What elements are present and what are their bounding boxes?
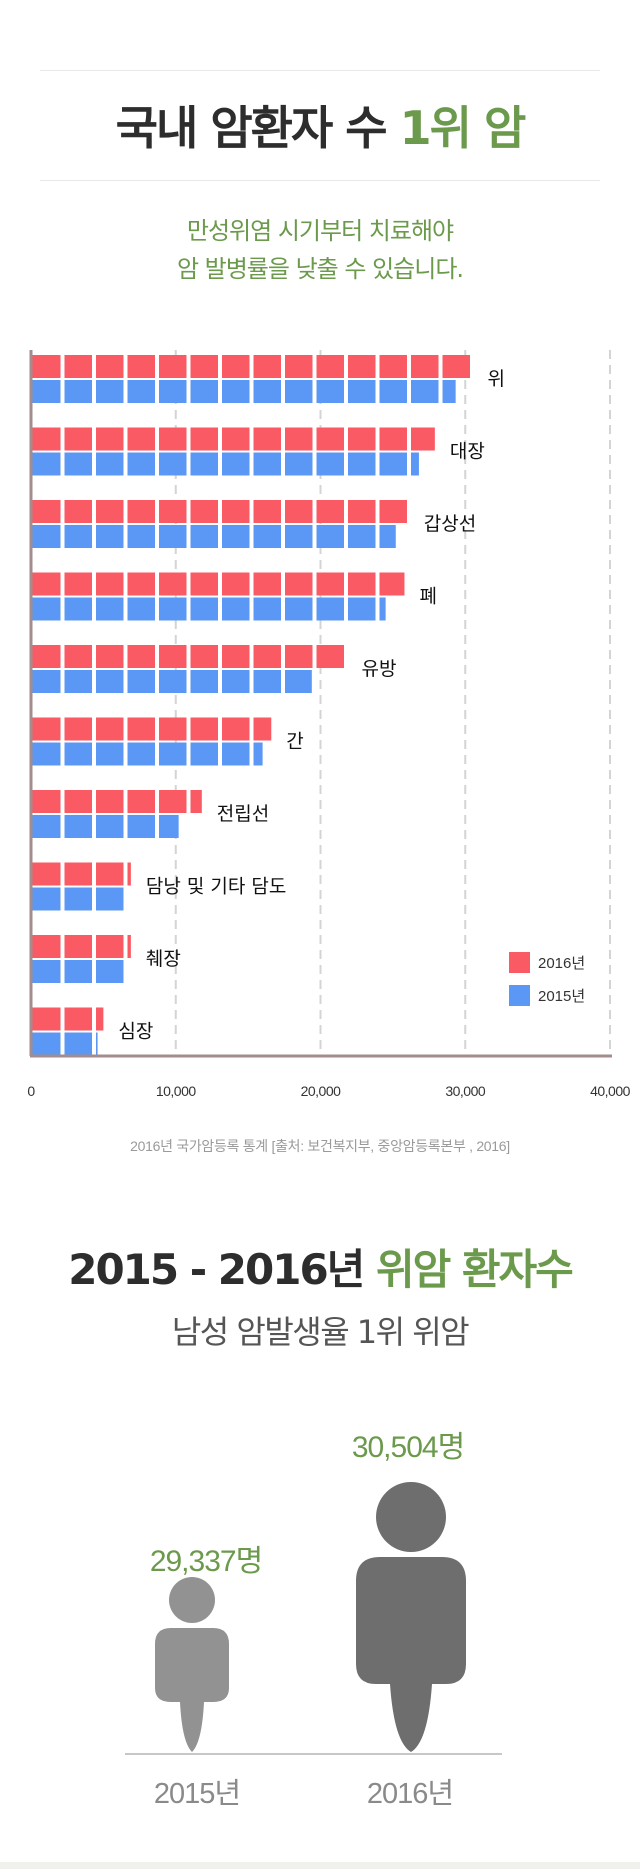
category-label-8: 췌장 [146, 948, 181, 970]
x-tick-label-1: 10,000 [156, 1083, 197, 1099]
bar-2016-5 [31, 717, 272, 741]
year-2015-label: 2015년 [153, 1778, 241, 1810]
category-label-2: 갑상선 [424, 513, 476, 535]
title-highlight: 1위 암 [399, 101, 527, 155]
person-icon-2016 [356, 1482, 466, 1752]
title-main: 국내 암환자 수 [115, 101, 388, 155]
count-2015: 29,337명 [149, 1545, 263, 1578]
bar-stripe-17 [564, 355, 569, 1056]
page-subtitle: 만성위염 시기부터 치료해야 암 발병률을 낮출 수 있습니다. [0, 212, 640, 288]
category-label-6: 전립선 [217, 803, 269, 825]
bar-stripe-14 [470, 355, 474, 1056]
bar-2015-7 [31, 887, 126, 911]
x-tick-label-3: 30,000 [445, 1083, 486, 1099]
bar-stripe-4 [155, 355, 159, 1056]
bar-stripe-10 [344, 355, 348, 1056]
subtitle-line-2: 암 발병률을 낮출 수 있습니다. [176, 255, 464, 283]
bar-stripe-18 [596, 355, 600, 1056]
category-label-3: 폐 [419, 586, 436, 608]
x-tick-label-2: 20,000 [301, 1083, 342, 1099]
bar-2015-8 [31, 960, 126, 983]
person-icon-2015 [155, 1577, 229, 1752]
section2-title-main: 2015 - 2016년 [68, 1245, 365, 1294]
bar-2015-2 [31, 525, 396, 548]
section2-title-highlight: 위암 환자수 [375, 1245, 574, 1294]
bar-stripe-6 [218, 355, 222, 1056]
bar-2016-6 [31, 790, 202, 813]
bar-stripe-2 [92, 355, 96, 1056]
x-tick-label-4: 40,000 [590, 1083, 631, 1099]
bar-stripe-13 [438, 355, 443, 1056]
bar-2015-0 [31, 380, 456, 403]
legend-swatch-2016 [509, 952, 530, 973]
subtitle-line-1: 만성위염 시기부터 치료해야 [186, 217, 454, 245]
bar-2016-1 [31, 427, 435, 451]
category-label-5: 간 [286, 731, 303, 753]
category-label-0: 위 [487, 368, 504, 390]
x-tick-label-0: 0 [27, 1083, 35, 1099]
section2-title: 2015 - 2016년 위암 환자수 [0, 1236, 640, 1297]
bar-stripe-15 [501, 355, 506, 1056]
patient-figures [125, 1482, 502, 1755]
bar-stripe-5 [186, 355, 191, 1056]
bar-2015-1 [31, 452, 419, 476]
bar-2016-3 [31, 572, 405, 596]
section2-subtitle: 남성 암발생율 1위 위암 [171, 1313, 470, 1351]
bar-2016-7 [31, 862, 131, 886]
bar-stripe-3 [123, 355, 128, 1056]
bottom-band [0, 1862, 640, 1869]
bar-stripe-8 [281, 355, 285, 1056]
bar-stripe-16 [533, 355, 537, 1056]
legend-swatch-2015 [509, 985, 530, 1006]
year-2016-label: 2016년 [366, 1778, 454, 1810]
bar-stripe-11 [375, 355, 380, 1056]
category-label-9: 심장 [118, 1021, 153, 1043]
category-label-7: 담낭 및 기타 담도 [146, 876, 286, 898]
source-note: 2016년 국가암등록 통계 [출처: 보건복지부, 중앙암등록본부 , 201… [130, 1138, 510, 1154]
bar-2016-8 [31, 935, 131, 958]
bar-2015-4 [31, 670, 312, 693]
bar-2016-9 [31, 1007, 104, 1031]
bar-2015-6 [31, 815, 179, 838]
legend-label-2016: 2016년 [538, 955, 585, 972]
page-title: 국내 암환자 수 1위 암 [0, 92, 640, 158]
category-label-4: 유방 [362, 658, 397, 680]
title-rule [40, 180, 600, 181]
bar-2015-5 [31, 742, 263, 766]
count-2016: 30,504명 [351, 1431, 465, 1464]
legend-label-2015: 2015년 [538, 988, 585, 1005]
bar-stripe-12 [407, 355, 411, 1056]
bar-stripe-7 [249, 355, 254, 1056]
top-rule [40, 70, 600, 71]
bar-stripe-1 [60, 355, 65, 1056]
category-label-1: 대장 [450, 441, 485, 463]
bar-2015-3 [31, 597, 386, 621]
bar-stripe-9 [312, 355, 317, 1056]
